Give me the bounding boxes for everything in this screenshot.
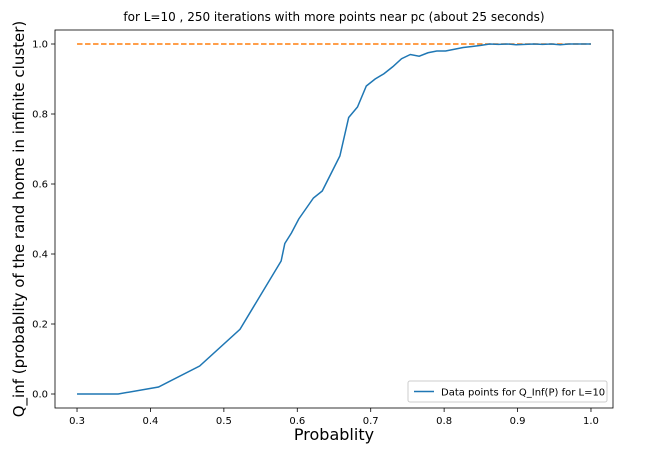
- series-layer: [77, 43, 591, 395]
- x-tick-label-6: 0.9: [510, 416, 526, 427]
- y-tick-label-5: 1.0: [32, 40, 48, 51]
- y-axis-label: Q_inf (probablity of the rand home in in…: [10, 21, 29, 418]
- legend-box: [407, 380, 608, 403]
- x-axis-ticks: 0.3 0.4 0.5 0.6 0.7 0.8 0.9 1.0: [69, 408, 599, 427]
- x-tick-label-1: 0.4: [142, 416, 158, 427]
- chart-title: for L=10 , 250 iterations with more poin…: [123, 10, 544, 24]
- y-axis-ticks: 0.0 0.2 0.4 0.6 0.8 1.0: [32, 40, 55, 401]
- x-tick-label-5: 0.8: [436, 416, 452, 427]
- x-tick-label-7: 1.0: [583, 416, 599, 427]
- plot-frame: [54, 29, 614, 409]
- legend: Data points for Q_Inf(P) for L=10: [407, 380, 608, 403]
- y-tick-label-2: 0.4: [32, 250, 48, 261]
- legend-series-label: Data points for Q_Inf(P) for L=10: [441, 388, 605, 399]
- x-tick-label-0: 0.3: [69, 416, 85, 427]
- y-tick-label-1: 0.2: [32, 320, 48, 331]
- series-line: [77, 43, 591, 395]
- x-tick-label-2: 0.5: [216, 416, 232, 427]
- y-tick-label-3: 0.6: [32, 180, 48, 191]
- x-tick-label-4: 0.7: [363, 416, 379, 427]
- x-axis-label: Probablity: [294, 425, 374, 444]
- y-tick-label-4: 0.8: [32, 110, 48, 121]
- y-tick-label-0: 0.0: [32, 390, 48, 401]
- x-tick-label-3: 0.6: [289, 416, 305, 427]
